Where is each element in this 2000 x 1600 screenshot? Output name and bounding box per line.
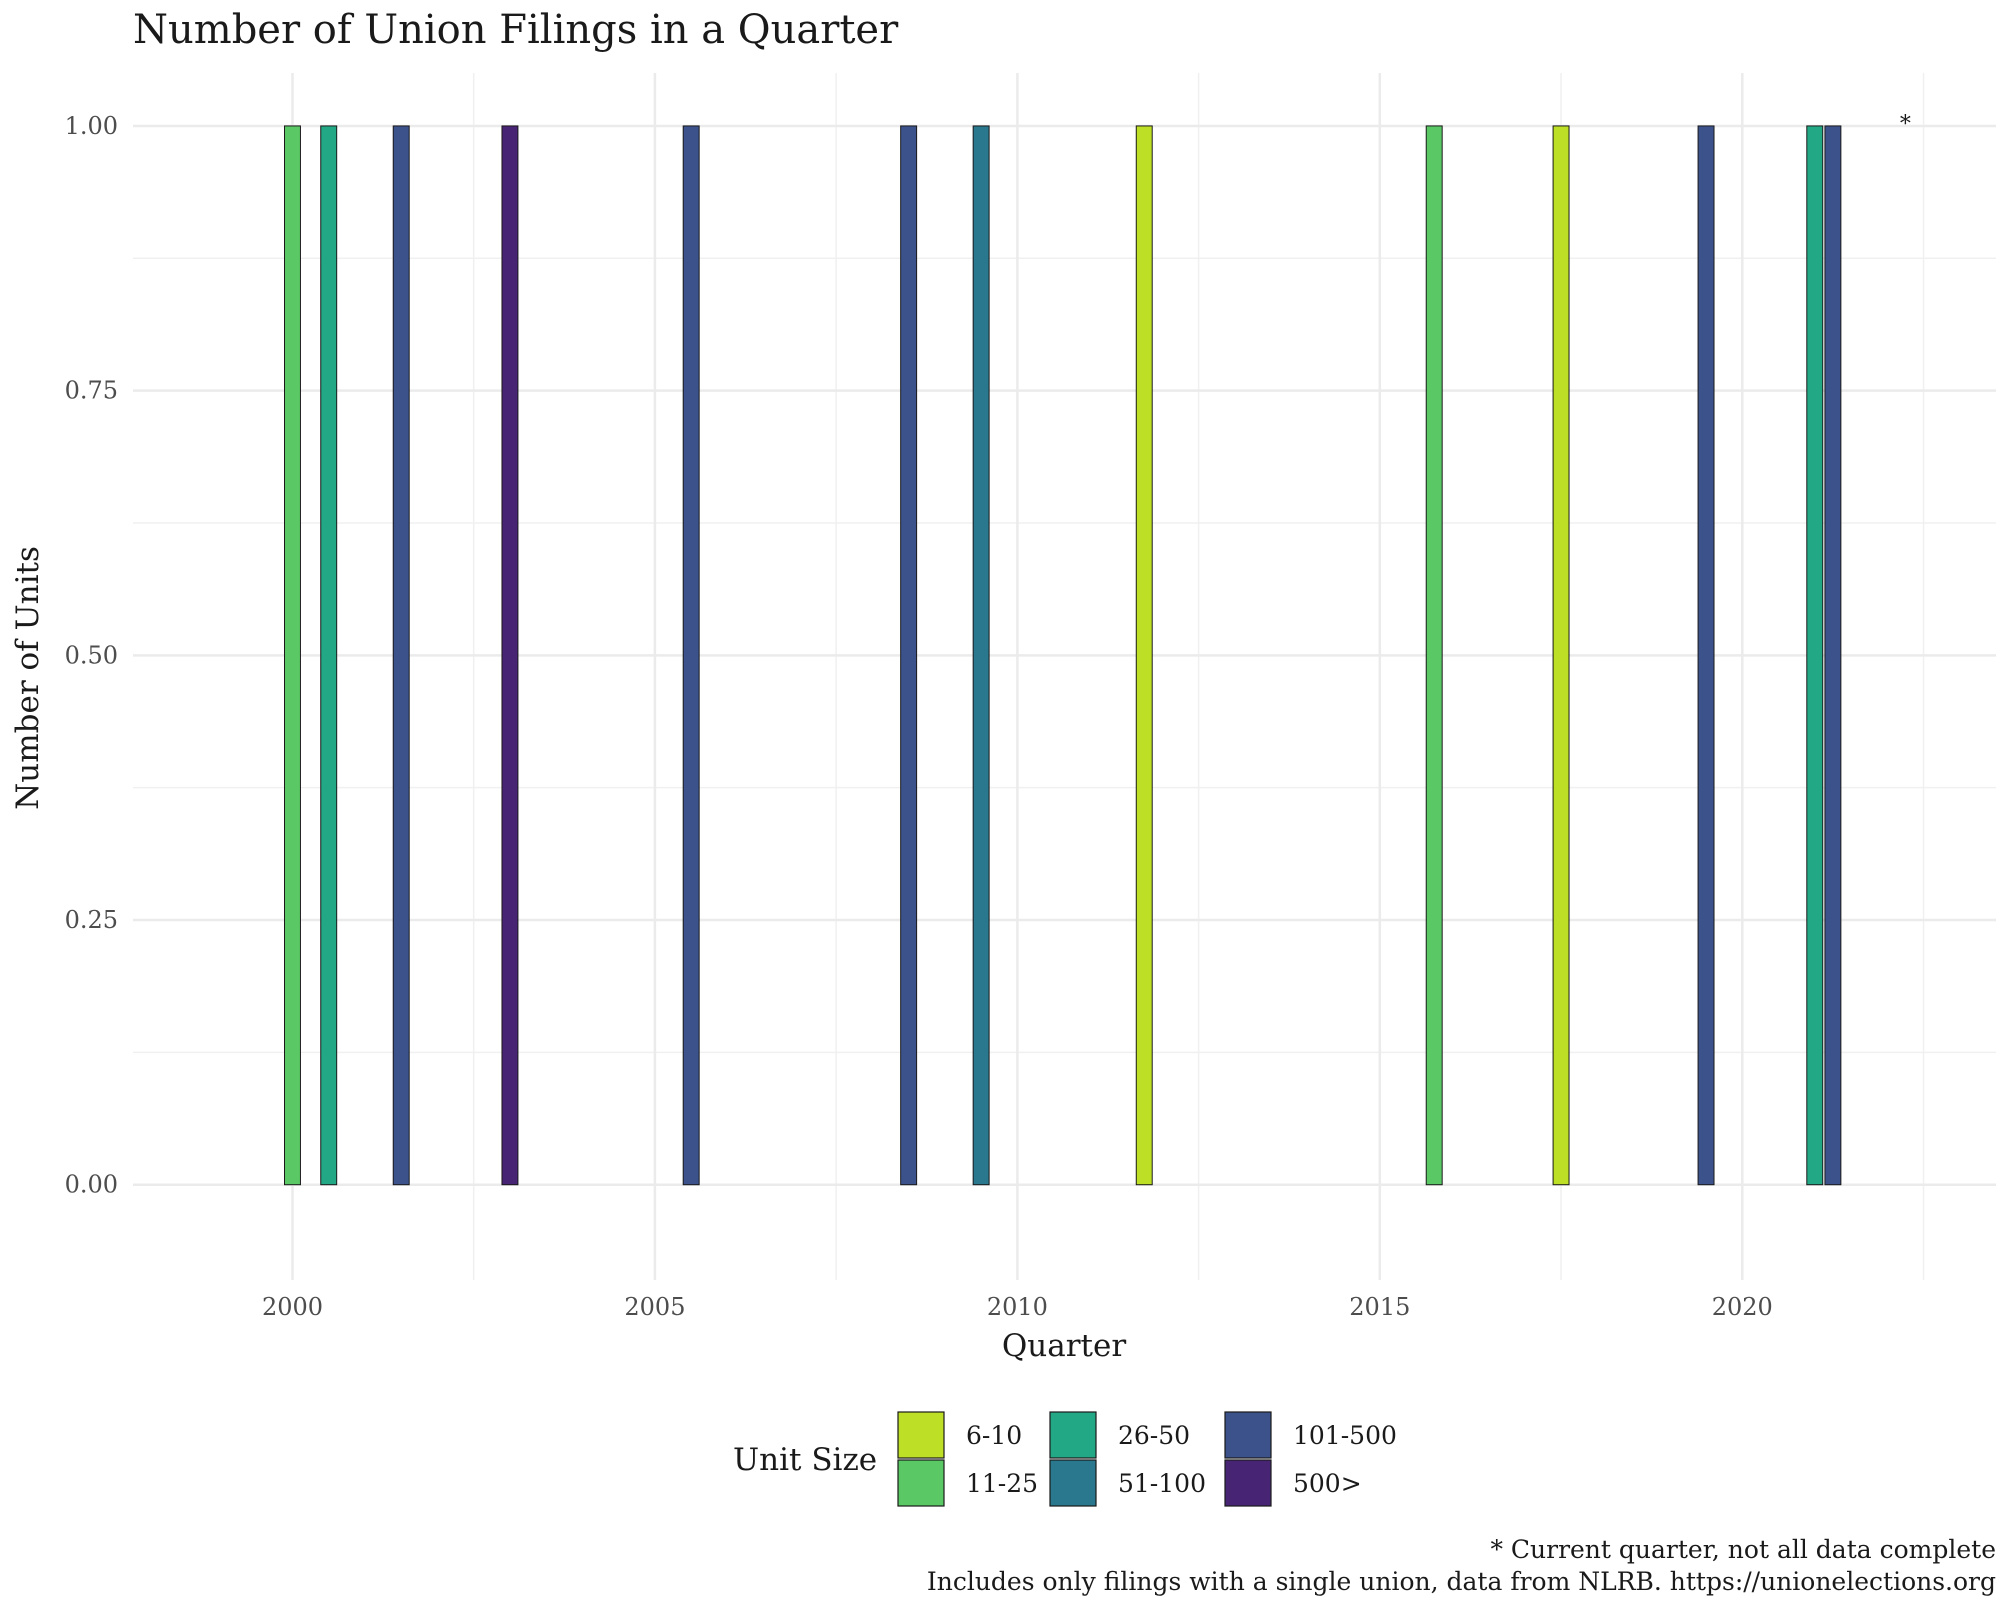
x-axis-tick-labels: 2000 2005 2010 2015 2020 [262,1293,1773,1321]
y-tick-label: 0.50 [65,641,118,669]
y-tick-label: 0.25 [65,906,118,934]
legend-key [1049,1411,1097,1459]
bar [320,125,338,1186]
y-tick-label: 0.75 [65,377,118,405]
bar [972,125,990,1186]
bar [1135,125,1153,1186]
legend: Unit Size 6-10 11-25 26-50 51-100 101-500 500… [733,1411,1397,1507]
x-tick-label: 2020 [1712,1293,1773,1321]
y-axis-tick-labels: 0.00 0.25 0.50 0.75 1.00 [65,112,118,1199]
legend-label: 500> [1293,1469,1362,1498]
caption-source: Includes only filings with a single unio… [927,1567,1996,1596]
bar [1697,125,1715,1186]
legend-label: 51-100 [1118,1469,1206,1498]
legend-entries: 6-10 11-25 26-50 51-100 101-500 500> [897,1411,1397,1507]
bar [501,125,519,1186]
major-y-gridlines [133,124,1996,1186]
y-tick-label: 1.00 [65,112,118,140]
bar [1552,125,1570,1186]
legend-title: Unit Size [733,1442,877,1478]
x-tick-label: 2005 [624,1293,685,1321]
bar [1425,125,1443,1186]
y-axis-title: Number of Units [10,546,46,810]
minor-y-gridlines [133,257,1996,1054]
bar [900,125,918,1186]
x-tick-label: 2000 [262,1293,323,1321]
legend-label: 26-50 [1118,1421,1190,1450]
legend-key [1049,1459,1097,1507]
legend-label: 11-25 [966,1469,1038,1498]
caption-note: * Current quarter, not all data complete [1490,1535,1996,1564]
bar [1806,125,1824,1186]
x-tick-label: 2010 [987,1293,1048,1321]
bar [1824,125,1842,1186]
bar-series [284,125,1842,1186]
legend-label: 6-10 [966,1421,1022,1450]
bar [392,125,410,1186]
bar [284,125,301,1186]
legend-label: 101-500 [1293,1421,1397,1450]
x-axis-title: Quarter [1002,1328,1126,1364]
legend-key [897,1411,945,1459]
chart-title: Number of Union Filings in a Quarter [133,7,899,53]
legend-key [1224,1411,1272,1459]
legend-key [897,1459,945,1507]
y-tick-label: 0.00 [65,1171,118,1199]
bar [682,125,700,1186]
legend-key [1224,1459,1272,1507]
x-tick-label: 2015 [1349,1293,1410,1321]
current-quarter-asterisk: * [1900,112,1911,137]
